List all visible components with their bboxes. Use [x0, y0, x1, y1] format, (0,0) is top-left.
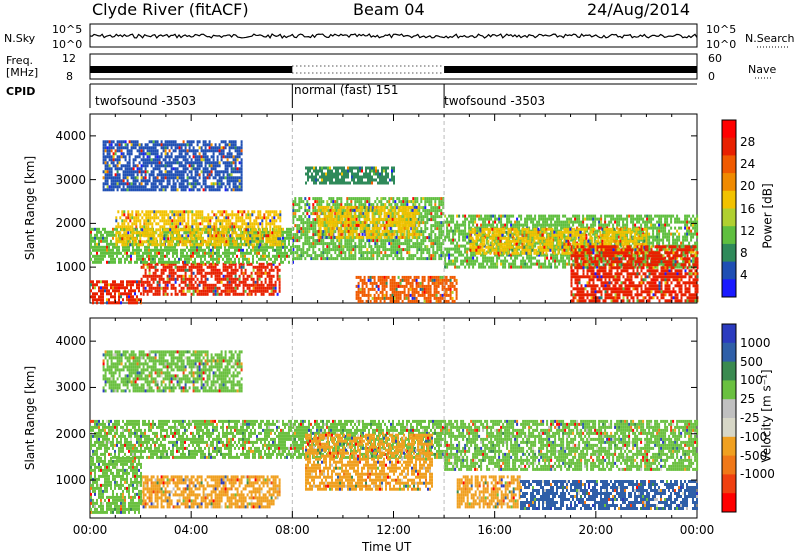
nsearch-tick-top: 10^5	[706, 23, 737, 36]
velocity-ytick-label-3: 4000	[55, 334, 86, 349]
nsky-panel	[89, 23, 698, 48]
power-colorbar-cell-7	[722, 243, 736, 263]
power-colorbar-cell-5	[722, 208, 736, 227]
velocity-colorbar-cell-2	[722, 361, 736, 381]
velocity-colorbar-tick-1: 500	[740, 354, 763, 369]
x-axis-title: Time UT	[362, 540, 412, 554]
power-colorbar-cell-3	[722, 173, 736, 192]
power-band-1	[140, 262, 281, 296]
velocity-ytick-label-0: 1000	[55, 473, 86, 488]
x-tick-label-5: 20:00	[578, 523, 614, 537]
x-tick-label-4: 16:00	[477, 523, 512, 537]
velocity-colorbar-tick-4: -25	[740, 411, 760, 425]
velocity-band-2	[305, 433, 433, 491]
power-colorbar-tick-3: 16	[740, 201, 756, 216]
station-title: Clyde River (fitACF)	[92, 0, 249, 19]
freq-label: Freq.	[6, 54, 34, 67]
cpid-segment-3: twofsound -3503	[444, 94, 546, 108]
velocity-colorbar-tick-7: -1000	[740, 467, 775, 482]
x-tick-label-1: 04:00	[173, 523, 209, 537]
power-band-10	[102, 140, 243, 192]
power-colorbar-tick-2: 12	[740, 223, 756, 238]
power-colorbar-cell-9	[722, 279, 736, 298]
power-colorbar-tick-4: 20	[740, 179, 756, 194]
power-ytick-label-1: 2000	[55, 216, 86, 231]
power-band-9	[570, 245, 699, 303]
velocity-colorbar-cell-8	[722, 474, 736, 494]
x-tick-label-0: 00:00	[72, 523, 108, 537]
power-colorbar-tick-0: 4	[740, 267, 748, 282]
nsky-tick-bottom: 10^0	[52, 38, 83, 51]
power-colorbar-tick-1: 8	[740, 245, 748, 260]
nsky-label: N.Sky	[4, 32, 36, 45]
velocity-colorbar-cell-6	[722, 436, 736, 457]
date-title: 24/Aug/2014	[587, 0, 691, 19]
nsky-trace	[89, 33, 698, 39]
nsearch-tick-bottom: 10^0	[706, 38, 737, 51]
x-tick-label-3: 12:00	[376, 523, 411, 537]
nsearch-label: N.Search	[745, 32, 795, 45]
velocity-band-7	[102, 350, 243, 393]
velocity-band-1	[140, 475, 281, 509]
freq-tick-bottom: 8	[66, 70, 73, 83]
x-tick-label-2: 08:00	[275, 523, 310, 537]
power-colorbar-tick-5: 24	[740, 157, 756, 172]
velocity-colorbar-cell-1	[722, 342, 736, 363]
velocity-colorbar-cell-9	[722, 493, 736, 513]
beam-title: Beam 04	[353, 0, 425, 19]
velocity-colorbar-tick-2: 100	[740, 373, 763, 388]
velocity-colorbar-tick-6: -500	[740, 448, 768, 463]
velocity-band-4	[456, 475, 521, 509]
velocity-colorbar-cell-3	[722, 380, 736, 400]
power-colorbar-cell-8	[722, 261, 736, 280]
freq-tick-top: 12	[62, 52, 76, 65]
freq-bar-2	[444, 66, 697, 73]
velocity-ytick-label-2: 3000	[55, 380, 86, 395]
power-band-6	[355, 275, 458, 303]
power-band-0	[90, 280, 142, 305]
velocity-band-6	[90, 456, 142, 514]
power-colorbar-cell-1	[722, 137, 736, 156]
velocity-band-3	[444, 419, 699, 471]
velocity-ytick-label-1: 2000	[55, 426, 86, 441]
power-colorbar-frame	[721, 119, 737, 298]
velocity-colorbar-tick-5: -100	[740, 429, 768, 444]
power-band-11	[305, 166, 395, 185]
nave-tick-bottom: 0	[708, 70, 715, 83]
nave-tick-top: 60	[708, 52, 722, 65]
freq-unit-label: [MHz]	[6, 66, 39, 79]
velocity-colorbar-cell-5	[722, 418, 736, 438]
power-band-5	[317, 205, 420, 239]
x-tick-label-6: 00:00	[679, 523, 715, 537]
power-ytick-label-2: 3000	[55, 172, 86, 187]
velocity-colorbar-frame	[721, 323, 737, 513]
cpid-label: CPID	[6, 85, 36, 98]
power-colorbar-cell-0	[722, 120, 736, 139]
velocity-colorbar-cell-7	[722, 455, 736, 475]
velocity-colorbar-cell-4	[722, 399, 736, 419]
cpid-segment-2: normal (fast) 151	[294, 83, 399, 97]
power-colorbar-tick-6: 28	[740, 135, 756, 150]
velocity-colorbar-tick-0: 1000	[740, 335, 771, 350]
velocity-colorbar-cell-0	[722, 324, 736, 344]
velocity-band-5	[520, 480, 698, 510]
power-colorbar-cell-4	[722, 190, 736, 209]
velocity-colorbar-tick-3: 25	[740, 392, 756, 407]
power-ytick-label-3: 4000	[55, 128, 86, 143]
nsky-tick-top: 10^5	[52, 23, 83, 36]
power-colorbar-cell-6	[722, 226, 736, 245]
power-colorbar-cell-2	[722, 155, 736, 174]
power-ytick-label-0: 1000	[55, 260, 86, 275]
power-band-3	[115, 210, 282, 247]
freq-bar-1	[90, 66, 293, 73]
cpid-segment-1: twofsound -3503	[95, 94, 197, 108]
nave-label: Nave	[748, 63, 777, 76]
